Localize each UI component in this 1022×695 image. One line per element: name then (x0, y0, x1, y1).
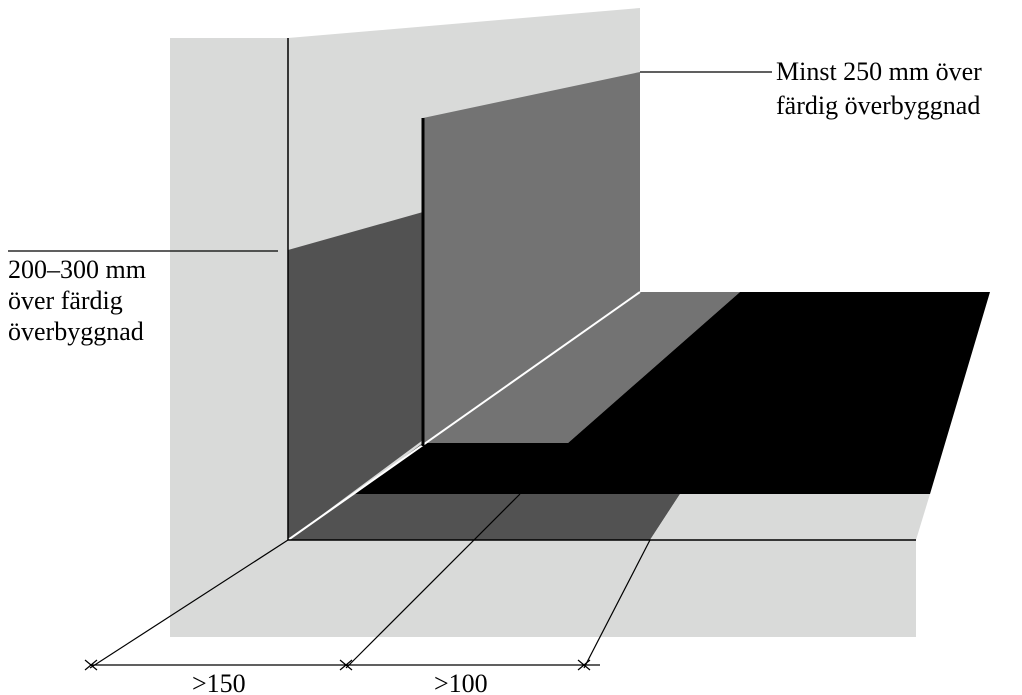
lower-wall-membrane (288, 212, 423, 540)
dim-tick-3 (577, 659, 591, 671)
dimension-label-100: >100 (434, 669, 488, 695)
front-floor-light-band (650, 494, 930, 540)
floor-membrane-strip (423, 292, 740, 443)
left-label-line-1: 200–300 mm (8, 255, 146, 284)
dimension-label-150: >150 (192, 669, 246, 695)
top-right-label-line-2: färdig överbyggnad (776, 91, 980, 120)
left-label-line-3: överbyggnad (8, 317, 144, 346)
dim-extension-line-3 (583, 539, 651, 669)
front-floor-band (288, 494, 680, 540)
black-floor-membrane (355, 292, 990, 494)
dim-tick-1 (84, 659, 98, 671)
dim-tick-2 (339, 659, 353, 671)
top-right-label-line-1: Minst 250 mm över (776, 57, 982, 86)
corner-edge-highlight (287, 291, 641, 541)
floor-slab (170, 540, 916, 637)
upper-wall-membrane (423, 72, 640, 446)
dim-extension-line-2 (345, 493, 521, 669)
left-label-line-2: över färdig (8, 286, 123, 315)
dim-extension-line-1 (89, 539, 289, 669)
